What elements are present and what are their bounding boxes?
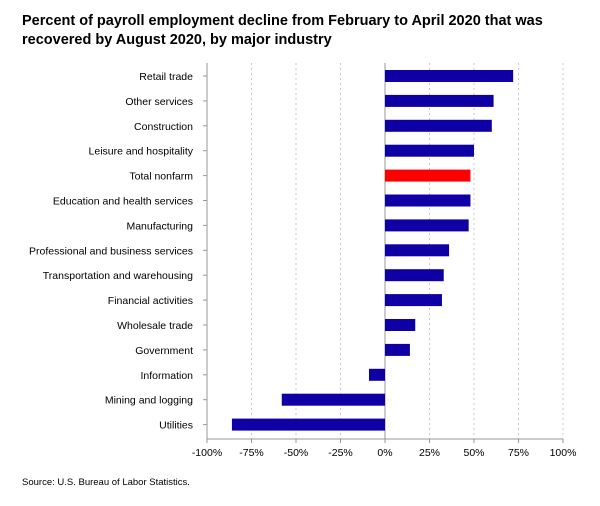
bar — [385, 144, 474, 157]
category-label: Manufacturing — [126, 220, 193, 232]
bar — [385, 269, 444, 282]
category-label: Information — [140, 370, 193, 382]
category-label: Transportation and warehousing — [43, 270, 193, 282]
category-label: Mining and logging — [105, 395, 193, 407]
x-tick-label: 0% — [377, 447, 392, 459]
category-label: Total nonfarm — [129, 171, 193, 183]
bar — [385, 169, 471, 182]
bar — [385, 294, 442, 307]
category-label: Retail trade — [139, 71, 193, 83]
category-label: Education and health services — [53, 196, 193, 208]
category-label: Government — [135, 345, 193, 357]
bar — [385, 319, 416, 331]
category-label: Professional and business services — [29, 245, 193, 257]
x-tick-labels: -100% -75% -50% -25% 0% 25% 50% 75% 100% — [192, 447, 577, 459]
bar — [385, 94, 494, 107]
bar — [385, 70, 514, 82]
bar — [231, 418, 385, 431]
category-label: Leisure and hospitality — [89, 146, 194, 158]
x-tick-label: 75% — [508, 447, 529, 459]
category-label: Construction — [134, 121, 193, 133]
x-tick-label: 25% — [419, 447, 440, 459]
chart-title: Percent of payroll employment decline fr… — [22, 13, 543, 48]
x-tick-label: 50% — [463, 447, 484, 459]
x-tick-label: 100% — [550, 447, 577, 459]
bar — [385, 343, 410, 356]
x-tick-label: -75% — [239, 447, 264, 459]
category-labels: Retail trade Other services Construction Le… — [29, 71, 194, 432]
bar — [368, 368, 385, 381]
bar — [385, 219, 469, 232]
bar — [385, 244, 450, 257]
axes — [203, 63, 564, 443]
bar — [385, 194, 471, 207]
category-label: Financial activities — [108, 295, 193, 307]
x-tick-label: -50% — [284, 447, 309, 459]
category-label: Other services — [125, 96, 193, 108]
bar — [385, 119, 492, 132]
bar — [281, 393, 385, 406]
x-tick-label: -100% — [192, 447, 222, 459]
category-label: Wholesale trade — [117, 320, 193, 332]
bars — [231, 70, 514, 431]
source-note: Source: U.S. Bureau of Labor Statistics. — [22, 477, 190, 488]
x-tick-label: -25% — [328, 447, 353, 459]
category-label: Utilities — [159, 420, 193, 432]
